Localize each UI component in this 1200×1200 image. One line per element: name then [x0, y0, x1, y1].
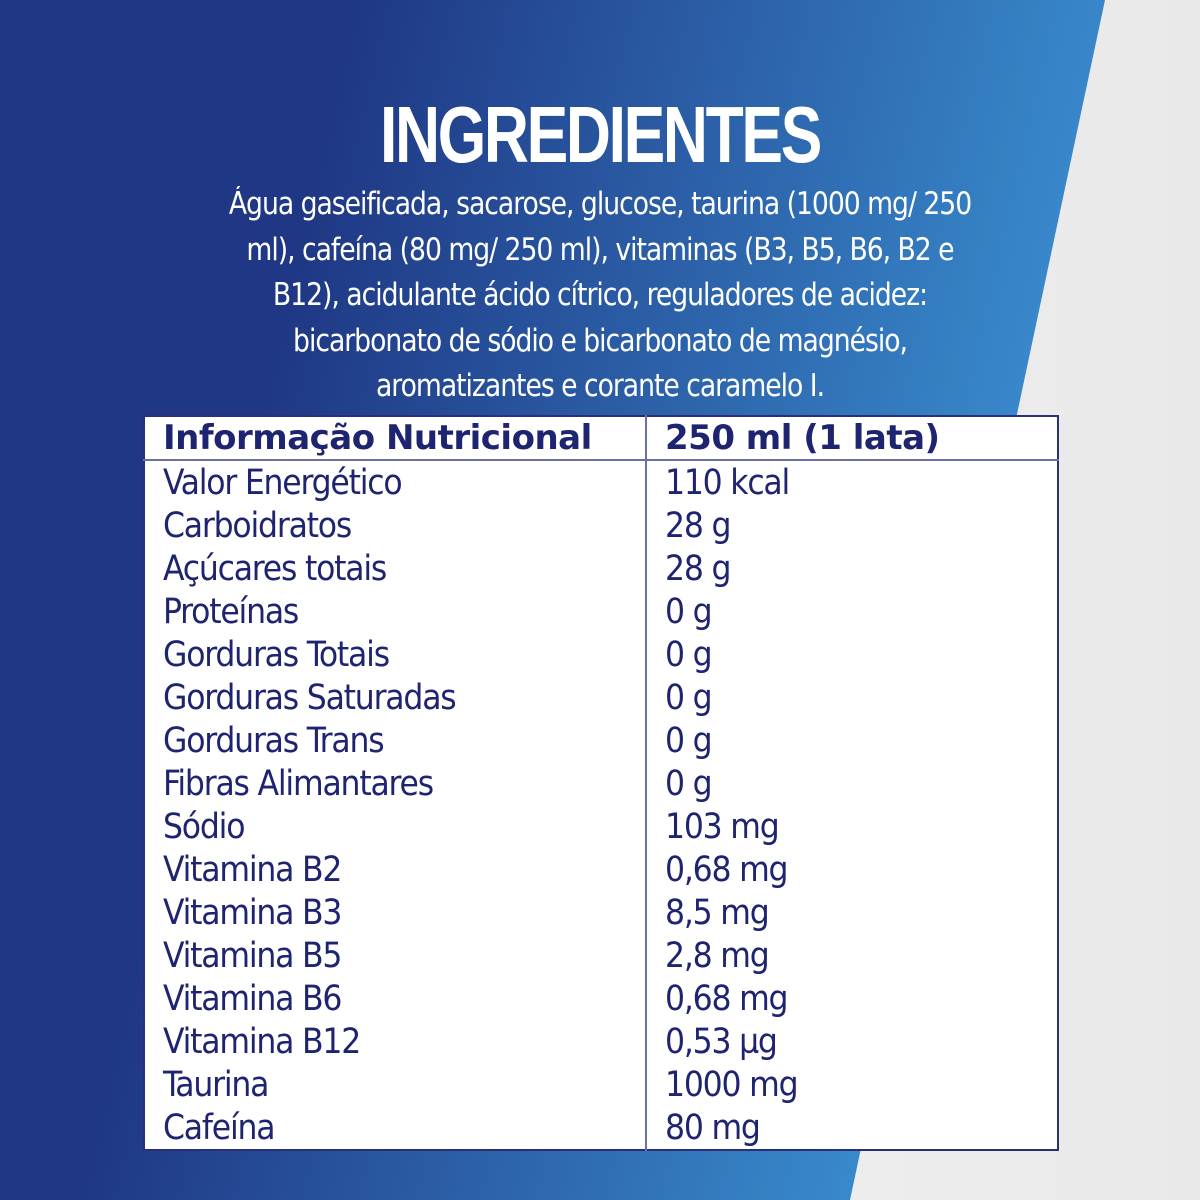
table-row: Vitamina B12 0,53 µg [144, 1020, 1058, 1063]
nutrient-value: 28 g [645, 504, 1058, 547]
table-row: Taurina 1000 mg [144, 1063, 1058, 1106]
nutrient-value: 2,8 mg [645, 934, 1058, 977]
table-row: Vitamina B2 0,68 mg [144, 848, 1058, 891]
nutrient-value: 0 g [645, 762, 1058, 805]
nutrient-name: Carboidratos [163, 505, 352, 546]
nutrient-name: Valor Energético [163, 462, 403, 503]
nutrient-value: 0,68 mg [645, 977, 1058, 1020]
nutrient-name: Gorduras Trans [163, 720, 385, 761]
table-row: Vitamina B6 0,68 mg [144, 977, 1058, 1020]
nutrient-name: Vitamina B3 [163, 892, 342, 933]
nutrient-value: 103 mg [645, 805, 1058, 848]
nutrient-value: 0,68 mg [645, 848, 1058, 891]
table-row: Gorduras Totais 0 g [144, 633, 1058, 676]
nutrient-name: Vitamina B2 [163, 849, 342, 890]
header-serving: 250 ml (1 lata) [645, 416, 1058, 461]
nutrient-value: 0 g [645, 676, 1058, 719]
nutrient-name: Cafeína [163, 1107, 276, 1148]
nutrient-value: 0 g [645, 590, 1058, 633]
nutrient-name: Fibras Alimantares [163, 763, 434, 804]
nutrient-name: Proteínas [163, 591, 299, 632]
table-row: Proteínas 0 g [144, 590, 1058, 633]
table-row: Sódio 103 mg [144, 805, 1058, 848]
nutrient-value: 0,53 µg [645, 1020, 1058, 1063]
nutrient-value: 80 mg [645, 1106, 1058, 1150]
nutrient-value: 0 g [645, 633, 1058, 676]
table-row: Valor Energético 110 kcal [144, 460, 1058, 504]
header-nutrient: Informação Nutricional [144, 416, 646, 461]
table-header-row: Informação Nutricional 250 ml (1 lata) [144, 416, 1058, 461]
nutrient-name: Vitamina B6 [163, 978, 342, 1019]
nutrient-name: Gorduras Totais [163, 634, 390, 675]
nutrient-value: 1000 mg [645, 1063, 1058, 1106]
table-row: Gorduras Saturadas 0 g [144, 676, 1058, 719]
table-row: Vitamina B3 8,5 mg [144, 891, 1058, 934]
nutrient-name: Taurina [163, 1064, 269, 1105]
page-title: INGREDIENTES [380, 90, 822, 179]
nutrition-table: Informação Nutricional 250 ml (1 lata) V… [143, 415, 1059, 1151]
table-row: Gorduras Trans 0 g [144, 719, 1058, 762]
nutrient-name: Gorduras Saturadas [163, 677, 457, 718]
nutrient-name: Vitamina B5 [163, 935, 342, 976]
nutrient-value: 28 g [645, 547, 1058, 590]
table-row: Carboidratos 28 g [144, 504, 1058, 547]
nutrient-value: 0 g [645, 719, 1058, 762]
nutrient-name: Açúcares totais [163, 548, 387, 589]
table-row: Cafeína 80 mg [144, 1106, 1058, 1150]
nutrient-name: Vitamina B12 [163, 1021, 361, 1062]
nutrient-name: Sódio [163, 806, 245, 847]
table-row: Fibras Alimantares 0 g [144, 762, 1058, 805]
nutrient-value: 8,5 mg [645, 891, 1058, 934]
nutrient-value: 110 kcal [645, 460, 1058, 504]
table-row: Vitamina B5 2,8 mg [144, 934, 1058, 977]
ingredients-text: Água gaseificada, sacarose, glucose, tau… [228, 186, 972, 404]
table-row: Açúcares totais 28 g [144, 547, 1058, 590]
